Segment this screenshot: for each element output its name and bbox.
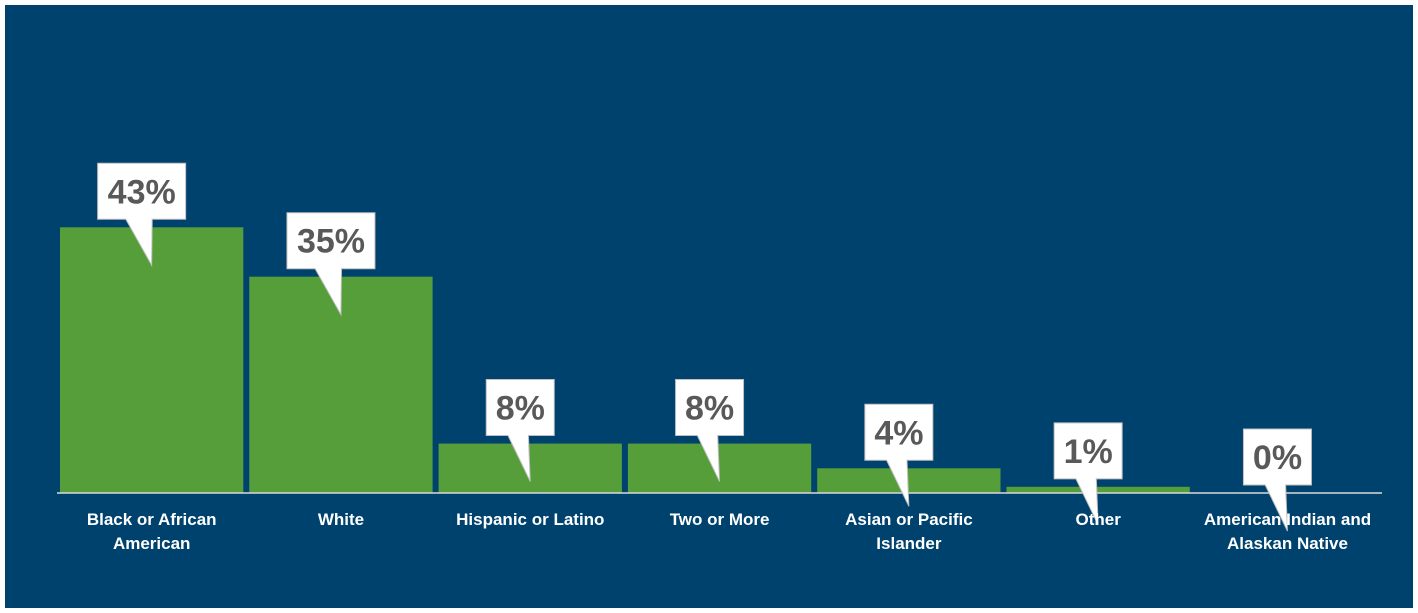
bar-5 [1006, 486, 1190, 493]
data-labels-layer: 43% 35% 8% 8% 4% 1% 0% [97, 162, 1312, 532]
category-label-3: Two or More [670, 510, 770, 529]
data-label-bubble [864, 403, 934, 507]
category-label-5: Other [1076, 510, 1122, 529]
data-label-bubble [485, 379, 555, 482]
bar-0 [60, 227, 244, 494]
category-label-2: Hispanic or Latino [456, 510, 604, 529]
data-label-text: 35% [297, 223, 365, 261]
data-label-text: 8% [496, 390, 545, 428]
data-label-bubble [1053, 422, 1123, 526]
data-label-bubble [1242, 428, 1312, 532]
bar-2 [438, 443, 622, 493]
data-label-1: 35% [286, 212, 376, 317]
bar-chart: 43% 35% 8% 8% 4% 1% 0% Black or African America… [57, 162, 1382, 553]
category-label-6: American Indian and Alaskan Native [1204, 510, 1371, 553]
data-label-0: 43% [97, 162, 187, 268]
data-label-text: 43% [108, 173, 176, 211]
data-label-bubble [97, 162, 187, 268]
data-label-3: 8% [675, 379, 745, 482]
category-label-1: White [318, 510, 364, 529]
chart-area: 43% 35% 8% 8% 4% 1% 0% Black or African America… [5, 5, 1413, 608]
data-label-5: 1% [1053, 422, 1123, 526]
category-labels-layer: Black or African American White Hispanic or… [87, 510, 1371, 553]
data-label-4: 4% [864, 403, 934, 507]
bars-layer [60, 227, 1190, 494]
data-label-bubble [675, 379, 745, 482]
data-label-text: 8% [685, 390, 734, 428]
category-label-4: Asian or Pacific Islander [845, 510, 973, 553]
bar-4 [817, 468, 1001, 493]
data-label-text: 1% [1064, 433, 1113, 471]
data-label-6: 0% [1242, 428, 1312, 532]
category-label-0: Black or African American [87, 510, 217, 553]
data-label-2: 8% [485, 379, 555, 482]
data-label-bubble [286, 212, 376, 317]
bar-3 [627, 443, 812, 493]
data-label-text: 4% [874, 414, 923, 452]
data-label-text: 0% [1253, 439, 1302, 477]
